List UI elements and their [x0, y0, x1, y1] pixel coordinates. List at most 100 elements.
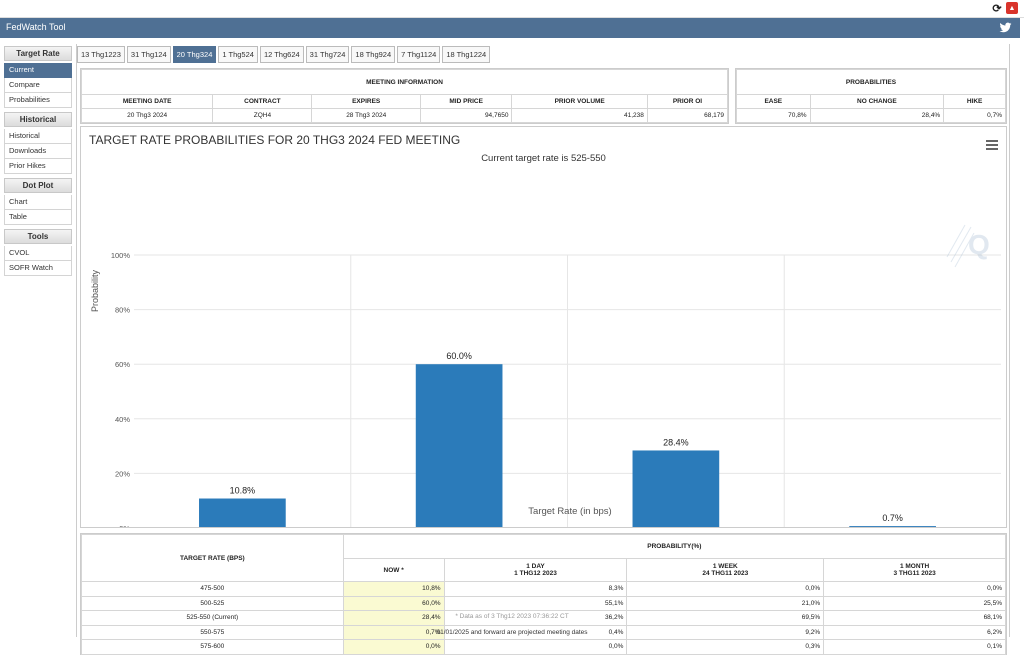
tab-meeting[interactable]: 12 Thg624	[259, 46, 304, 63]
no-change-header: NO CHANGE	[809, 94, 945, 109]
mid-price-value: 94,7650	[419, 108, 513, 123]
prior-oi-value: 68,179	[646, 108, 729, 123]
meeting-tabs: 13 Thg1223 31 Thg124 20 Thg324 1 Thg524 …	[77, 46, 491, 63]
bar-value-label: 60.0%	[446, 351, 472, 361]
table-row: 475-500 10,8% 8,3% 0,0% 0,0%	[81, 581, 1006, 597]
prior-volume-value: 41,238	[511, 108, 648, 123]
sidebar-header: Target Rate	[4, 46, 72, 61]
one-month-header: 1 MONTH 3 THG11 2023	[823, 558, 1006, 582]
twitter-icon[interactable]	[999, 21, 1012, 34]
sidebar-header: Historical	[4, 112, 72, 127]
sidebar-group-tools: Tools CVOL SOFR Watch	[4, 229, 72, 276]
month-cell: 25,5%	[823, 595, 1006, 611]
hike-header: HIKE	[943, 94, 1006, 109]
data-timestamp-note: * Data as of 3 Thg12 2023 07:36:22 CT	[455, 613, 569, 620]
tab-meeting-active[interactable]: 20 Thg324	[172, 46, 217, 63]
meeting-info-header: MID PRICE	[419, 94, 513, 109]
rate-cell: 500-525	[81, 595, 344, 611]
chart-menu-icon[interactable]	[986, 140, 998, 152]
week-cell: 21,0%	[626, 595, 825, 611]
bar-550-575[interactable]	[849, 526, 936, 527]
contract-value: ZQH4	[212, 108, 313, 123]
week-cell: 0,0%	[626, 581, 825, 597]
tab-meeting[interactable]: 18 Thg924	[351, 46, 396, 63]
y-tick-label: 20%	[115, 469, 130, 478]
refresh-icon[interactable]: ⟳	[992, 2, 1002, 15]
y-tick-label: 80%	[115, 306, 130, 315]
tab-meeting[interactable]: 18 Thg1224	[442, 46, 491, 63]
sidebar: Target Rate Current Compare Probabilitie…	[4, 46, 72, 280]
y-tick-label: 40%	[115, 415, 130, 424]
y-tick-label: 0%	[119, 524, 130, 527]
projection-note: 01/01/2025 and forward are projected mee…	[436, 629, 588, 636]
sidebar-item-prior-hikes[interactable]: Prior Hikes	[4, 159, 72, 174]
chart-title: TARGET RATE PROBABILITIES FOR 20 THG3 20…	[89, 133, 461, 147]
month-cell: 0,1%	[823, 639, 1006, 655]
sidebar-group-historical: Historical Historical Downloads Prior Hi…	[4, 112, 72, 174]
meeting-info-caption: MEETING INFORMATION	[81, 69, 728, 95]
sidebar-item-sofr-watch[interactable]: SOFR Watch	[4, 261, 72, 276]
bar-475-500[interactable]	[199, 498, 286, 527]
meeting-info-header: PRIOR VOLUME	[511, 94, 648, 109]
ease-header: EASE	[736, 94, 811, 109]
meeting-info-header: CONTRACT	[212, 94, 313, 109]
table-row: 575-600 0,0% 0,0% 0,3% 0,1%	[81, 639, 1006, 655]
bar-525-550[interactable]	[632, 450, 720, 527]
app-titlebar: FedWatch Tool	[0, 18, 1020, 38]
now-header: NOW *	[342, 558, 445, 582]
probabilities-summary-box: PROBABILITIES EASE NO CHANGE HIKE 70,8% …	[735, 68, 1007, 124]
y-axis-label: Probability	[90, 269, 100, 312]
table-row: 500-525 60,0% 55,1% 21,0% 25,5%	[81, 595, 1006, 611]
day-cell: 0,0%	[443, 639, 628, 655]
pdf-icon[interactable]: ▲	[1006, 2, 1018, 14]
now-cell: 28,4%	[342, 610, 445, 626]
bar-value-label: 28.4%	[663, 437, 689, 447]
x-axis-label: Target Rate (in bps)	[528, 506, 611, 517]
tab-meeting[interactable]: 13 Thg1223	[77, 46, 125, 63]
now-cell: 60,0%	[342, 595, 445, 611]
day-cell: 8,3%	[443, 581, 628, 597]
app-title: FedWatch Tool	[6, 22, 66, 32]
month-cell: 0,0%	[823, 581, 1006, 597]
watermark-logo: Q	[946, 224, 990, 268]
bar-value-label: 0.7%	[882, 513, 903, 523]
tab-meeting[interactable]: 31 Thg124	[126, 46, 171, 63]
tab-meeting[interactable]: 1 Thg524	[218, 46, 258, 63]
meeting-info-header: EXPIRES	[311, 94, 421, 109]
no-change-value: 28,4%	[809, 108, 945, 123]
day-cell: 55,1%	[443, 595, 628, 611]
now-cell: 10,8%	[342, 581, 445, 597]
browser-topbar: ⟳ ▲	[0, 0, 1024, 18]
main-panel: 13 Thg1223 31 Thg124 20 Thg324 1 Thg524 …	[76, 44, 1010, 655]
bar-500-525[interactable]	[415, 364, 503, 527]
sidebar-item-probabilities[interactable]: Probabilities	[4, 93, 72, 108]
meeting-info-header: PRIOR OI	[646, 94, 729, 109]
sidebar-item-table[interactable]: Table	[4, 210, 72, 225]
one-week-header: 1 WEEK 24 THG11 2023	[626, 558, 825, 582]
bar-value-label: 10.8%	[230, 486, 256, 496]
bar-chart: 0%20%40%60%80%100%10.8%475-50060.0%500-5…	[90, 224, 1001, 527]
sidebar-item-downloads[interactable]: Downloads	[4, 144, 72, 159]
sidebar-header: Dot Plot	[4, 178, 72, 193]
meeting-info-box: MEETING INFORMATION MEETING DATE CONTRAC…	[80, 68, 729, 124]
sidebar-item-chart[interactable]: Chart	[4, 195, 72, 210]
sidebar-item-current[interactable]: Current	[4, 63, 72, 78]
probabilities-caption: PROBABILITIES	[736, 69, 1006, 95]
hike-value: 0,7%	[943, 108, 1006, 123]
rate-cell: 575-600	[81, 639, 344, 655]
y-tick-label: 100%	[111, 251, 131, 260]
sidebar-item-compare[interactable]: Compare	[4, 78, 72, 93]
sidebar-group-dot-plot: Dot Plot Chart Table	[4, 178, 72, 225]
table-row: 550-575 0,7% 0,4% 9,2% 6,2%	[81, 624, 1006, 640]
probability-group-header: PROBABILITY(%)	[342, 534, 1007, 559]
svg-text:Q: Q	[968, 229, 990, 260]
sidebar-item-historical[interactable]: Historical	[4, 129, 72, 144]
chart-subtitle: Current target rate is 525-550	[481, 153, 606, 164]
chart-panel: TARGET RATE PROBABILITIES FOR 20 THG3 20…	[80, 126, 1007, 528]
sidebar-group-target-rate: Target Rate Current Compare Probabilitie…	[4, 46, 72, 108]
sidebar-item-cvol[interactable]: CVOL	[4, 246, 72, 261]
tab-meeting[interactable]: 7 Thg1124	[397, 46, 441, 63]
y-tick-label: 60%	[115, 360, 130, 369]
ease-value: 70,8%	[736, 108, 811, 123]
tab-meeting[interactable]: 31 Thg724	[305, 46, 350, 63]
